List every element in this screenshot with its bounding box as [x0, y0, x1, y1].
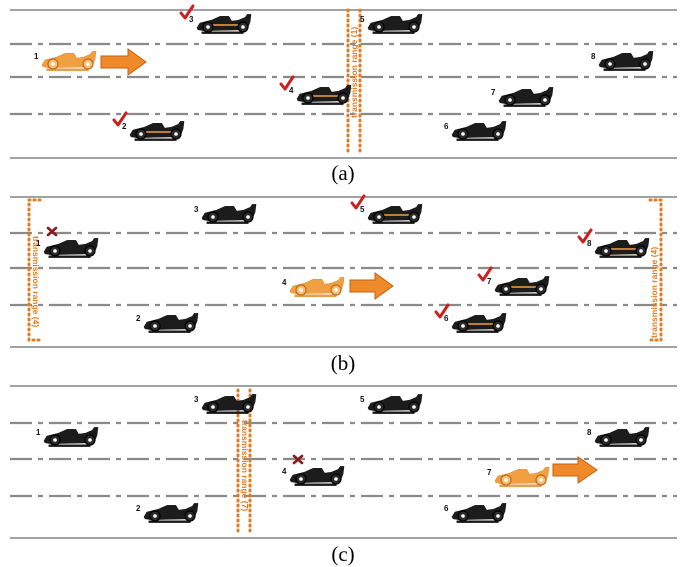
transmission-range-label: transmission range (1) [349, 27, 359, 118]
check-mark-icon [179, 4, 195, 20]
vehicle-number-label: 8 [587, 428, 592, 437]
vehicle-number-label: 1 [34, 52, 39, 61]
vehicle-5: 5 [360, 393, 423, 415]
lane-markings [10, 421, 677, 498]
vehicle-2: 2 [136, 312, 199, 334]
lane-markings [10, 42, 677, 116]
vehicle-number-label: 5 [360, 395, 365, 404]
vehicle-1: 1 [36, 426, 99, 448]
lane-markings [10, 231, 677, 307]
vehicle-3: 3 [179, 4, 252, 35]
vehicle-number-label: 6 [444, 504, 449, 513]
check-mark-icon [112, 111, 128, 127]
check-mark-icon [350, 194, 366, 210]
vehicle-number-label: 7 [487, 468, 492, 477]
vehicle-number-label: 6 [444, 314, 449, 323]
vehicle-number-label: 1 [36, 239, 41, 248]
vehicle-8: 8 [587, 426, 650, 448]
vehicle-4: 4 [282, 454, 345, 487]
vehicle-5: 5 [360, 13, 423, 35]
vehicle-6: 6 [444, 502, 507, 524]
vehicle-number-label: 7 [487, 277, 492, 286]
vehicle-number-label: 3 [194, 205, 199, 214]
vehicle-number-label: 6 [444, 122, 449, 131]
vehicle-4: 4 [279, 75, 352, 106]
panel-caption-b: (b) [331, 351, 356, 375]
vehicle-7: 7 [491, 86, 554, 108]
transmission-range-label-left: transmission range (4) [31, 236, 41, 327]
check-mark-icon [477, 266, 493, 282]
check-mark-icon [577, 228, 593, 244]
transmission-range-boundary: transmission range (1) [346, 8, 362, 155]
cross-mark-icon [46, 226, 58, 237]
transmission-range-boundary-left: transmission range (4) [27, 198, 42, 342]
broadcast-direction-arrow [552, 456, 598, 484]
vehicle-6: 6 [444, 120, 507, 142]
vehicle-number-label: 4 [282, 467, 287, 476]
vehicles-panel-b: 1 2 3 4 5 6 7 8 [36, 194, 650, 334]
panel-a: transmission range (1) 1 2 3 4 5 6 7 8 (a) [10, 4, 677, 185]
vehicle-4: 4 [282, 276, 345, 298]
vehicle-number-label: 3 [189, 15, 194, 24]
broadcast-direction-arrow [349, 272, 394, 300]
vehicle-3: 3 [194, 203, 257, 225]
vehicle-number-label: 5 [360, 205, 365, 214]
vehicle-8: 8 [591, 50, 654, 72]
vehicle-7: 7 [487, 466, 550, 488]
vehicle-1: 1 [34, 50, 97, 72]
check-mark-icon [279, 75, 295, 91]
vehicle-number-label: 1 [36, 428, 41, 437]
panel-c: transmission range (7) 1 2 3 4 5 6 7 8 (c) [10, 385, 677, 566]
vehicle-3: 3 [194, 393, 257, 415]
transmission-range-boundary-right: transmission range (4) [648, 198, 663, 342]
vehicle-8: 8 [577, 228, 650, 259]
transmission-range-label: transmission range (7) [240, 420, 250, 511]
vehicle-number-label: 2 [136, 314, 141, 323]
vehicle-number-label: 5 [360, 15, 365, 24]
vehicle-number-label: 3 [194, 395, 199, 404]
panel-b: transmission range (4) transmission rang… [10, 194, 677, 375]
check-mark-icon [434, 303, 450, 319]
vehicle-2: 2 [112, 111, 185, 142]
vehicle-2: 2 [136, 502, 199, 524]
transmission-range-label-right: transmission range (4) [649, 247, 659, 338]
vehicle-1: 1 [36, 226, 99, 259]
panel-caption-a: (a) [331, 161, 354, 185]
vehicle-number-label: 8 [587, 239, 592, 248]
vehicle-5: 5 [350, 194, 423, 225]
vehicle-number-label: 4 [289, 86, 294, 95]
vehicle-number-label: 2 [122, 122, 127, 131]
vehicle-6: 6 [434, 303, 507, 334]
cross-mark-icon [292, 454, 304, 465]
vehicle-number-label: 4 [282, 278, 287, 287]
vehicle-number-label: 8 [591, 52, 596, 61]
vehicle-number-label: 2 [136, 504, 141, 513]
vehicles-panel-a: 1 2 3 4 5 6 7 8 [34, 4, 654, 142]
vehicle-number-label: 7 [491, 88, 496, 97]
vehicles-panel-c: 1 2 3 4 5 6 7 8 [36, 393, 650, 524]
broadcast-direction-arrow [100, 48, 147, 76]
panel-caption-c: (c) [331, 542, 354, 566]
vehicle-7: 7 [477, 266, 550, 297]
